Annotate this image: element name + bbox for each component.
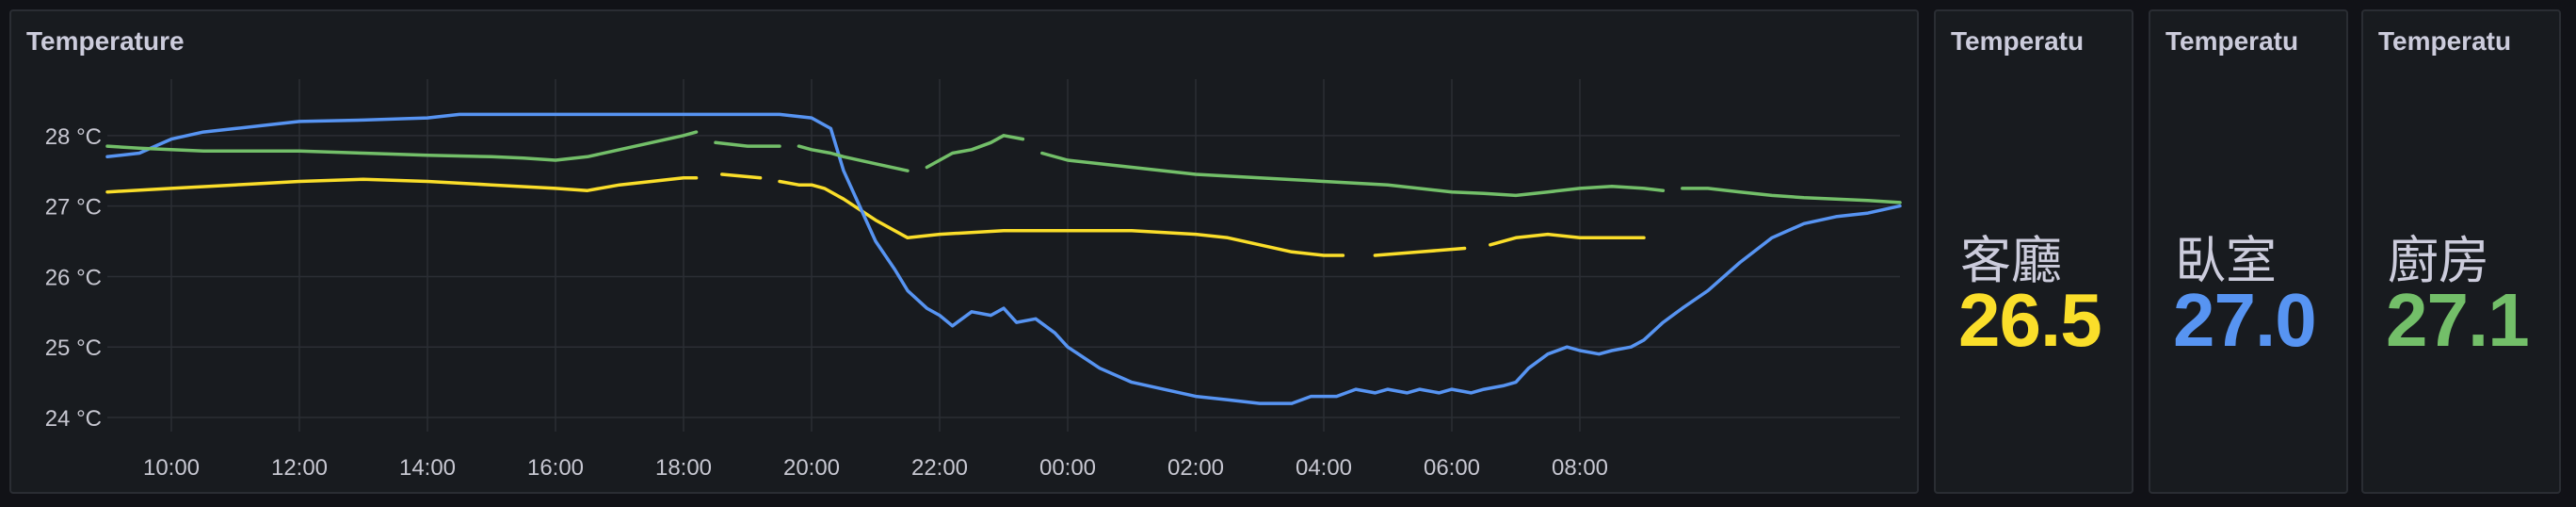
x-tick-label: 00:00 — [1039, 455, 1096, 481]
stat-room-label: 臥室 — [2175, 231, 2277, 290]
x-tick-label: 10:00 — [143, 455, 200, 481]
y-tick-label: 25 °C — [45, 335, 102, 361]
stat-room-label: 客廳 — [1960, 231, 2062, 290]
temperature-line-chart: 24 °C 25 °C 26 °C 27 °C 28 °C 10:00 12:00 14:0… — [45, 79, 1902, 481]
stat-room-label: 廚房 — [2388, 231, 2489, 290]
y-axis: 24 °C 25 °C 26 °C 27 °C 28 °C — [45, 124, 102, 432]
stat-panel-title: Temperatu — [2378, 26, 2512, 56]
chart-grid — [107, 79, 1900, 432]
series-line-2 — [105, 130, 1902, 204]
x-tick-label: 08:00 — [1552, 455, 1608, 481]
stat-panel-title: Temperatu — [1951, 26, 2085, 56]
temperature-chart-panel[interactable]: Temperature 24 °C 25 °C 26 °C 27 °C 28 °C 10… — [9, 9, 1919, 494]
series-line-1 — [105, 112, 1902, 405]
stat-panel-kitchen[interactable]: Temperatu 廚房 27.1 — [2361, 9, 2561, 494]
x-tick-label: 02:00 — [1167, 455, 1224, 481]
stat-temperature-value: 26.5 — [1958, 278, 2102, 362]
series-line-0 — [105, 172, 1646, 257]
chart-panel-title: Temperature — [26, 26, 185, 56]
y-tick-label: 26 °C — [45, 265, 102, 290]
stat-panel-title: Temperatu — [2165, 26, 2299, 56]
stat-temperature-value: 27.0 — [2173, 278, 2317, 362]
y-tick-label: 28 °C — [45, 124, 102, 150]
x-tick-label: 18:00 — [655, 455, 712, 481]
stat-panel-living-room[interactable]: Temperatu 客廳 26.5 — [1934, 9, 2133, 494]
y-tick-label: 24 °C — [45, 406, 102, 432]
x-tick-label: 22:00 — [911, 455, 968, 481]
x-tick-label: 16:00 — [527, 455, 584, 481]
x-tick-label: 06:00 — [1424, 455, 1480, 481]
x-tick-label: 04:00 — [1296, 455, 1352, 481]
x-tick-label: 20:00 — [783, 455, 840, 481]
x-axis: 10:00 12:00 14:00 16:00 18:00 20:00 22:00 00:00… — [143, 455, 1608, 481]
stat-temperature-value: 27.1 — [2386, 278, 2530, 362]
stat-panel-bedroom[interactable]: Temperatu 臥室 27.0 — [2149, 9, 2348, 494]
x-tick-label: 12:00 — [271, 455, 328, 481]
y-tick-label: 27 °C — [45, 195, 102, 221]
series-layer — [105, 112, 1902, 405]
x-tick-label: 14:00 — [399, 455, 456, 481]
